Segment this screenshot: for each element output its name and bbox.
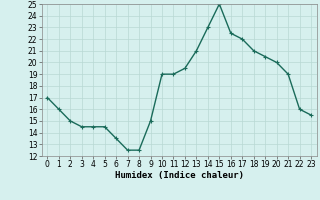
X-axis label: Humidex (Indice chaleur): Humidex (Indice chaleur) [115, 171, 244, 180]
